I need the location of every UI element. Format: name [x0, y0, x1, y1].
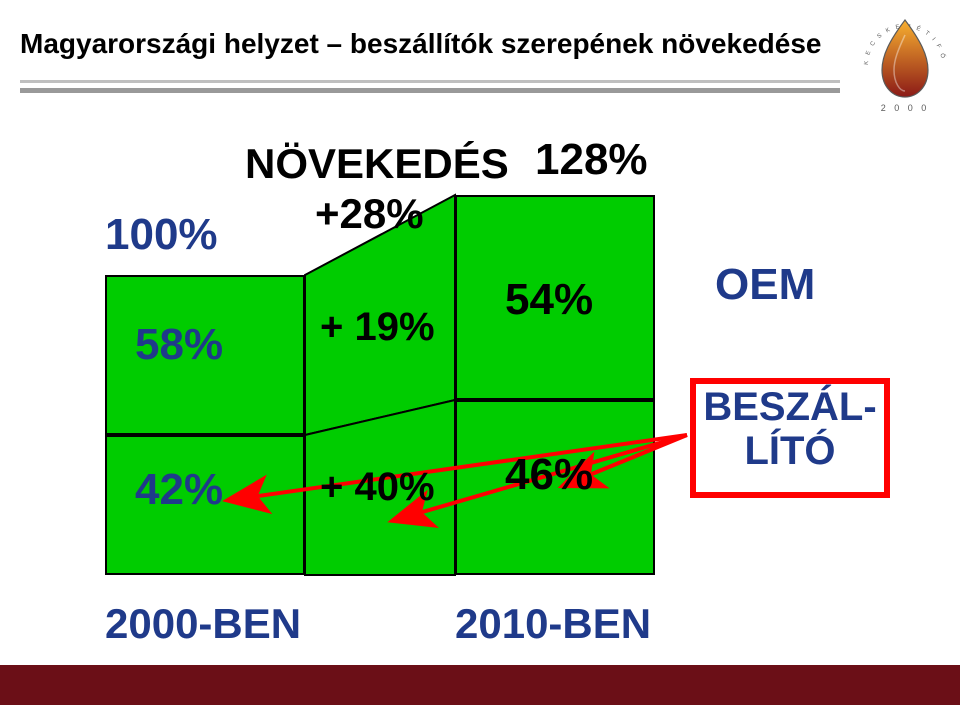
- left-top-seg-label: 58%: [135, 320, 223, 370]
- right-total-label: 128%: [535, 135, 648, 185]
- growth-supplier-label: + 40%: [320, 465, 435, 510]
- right-top-seg-label: 54%: [505, 275, 593, 325]
- legend-supplier-line2: LÍTÓ: [700, 429, 880, 473]
- legend-supplier-line1: BESZÁL-: [703, 385, 876, 429]
- right-bot-seg-label: 46%: [505, 450, 593, 500]
- legend-oem-label: OEM: [715, 260, 815, 310]
- growth-oem-label: + 19%: [320, 305, 435, 350]
- growth-total-pct-label: +28%: [315, 190, 424, 238]
- slide: Magyarországi helyzet – beszállítók szer…: [0, 0, 960, 705]
- left-total-label: 100%: [105, 210, 218, 260]
- footer-bar: [0, 665, 960, 705]
- right-axis-label: 2010-BEN: [455, 600, 651, 648]
- left-axis-label: 2000-BEN: [105, 600, 301, 648]
- left-bot-seg-label: 42%: [135, 465, 223, 515]
- growth-chart: 100% 58% 42% NÖVEKEDÉS +28% + 19% + 40% …: [0, 0, 960, 705]
- legend-supplier-label: BESZÁL- LÍTÓ: [700, 385, 880, 473]
- growth-title-label: NÖVEKEDÉS: [245, 140, 509, 188]
